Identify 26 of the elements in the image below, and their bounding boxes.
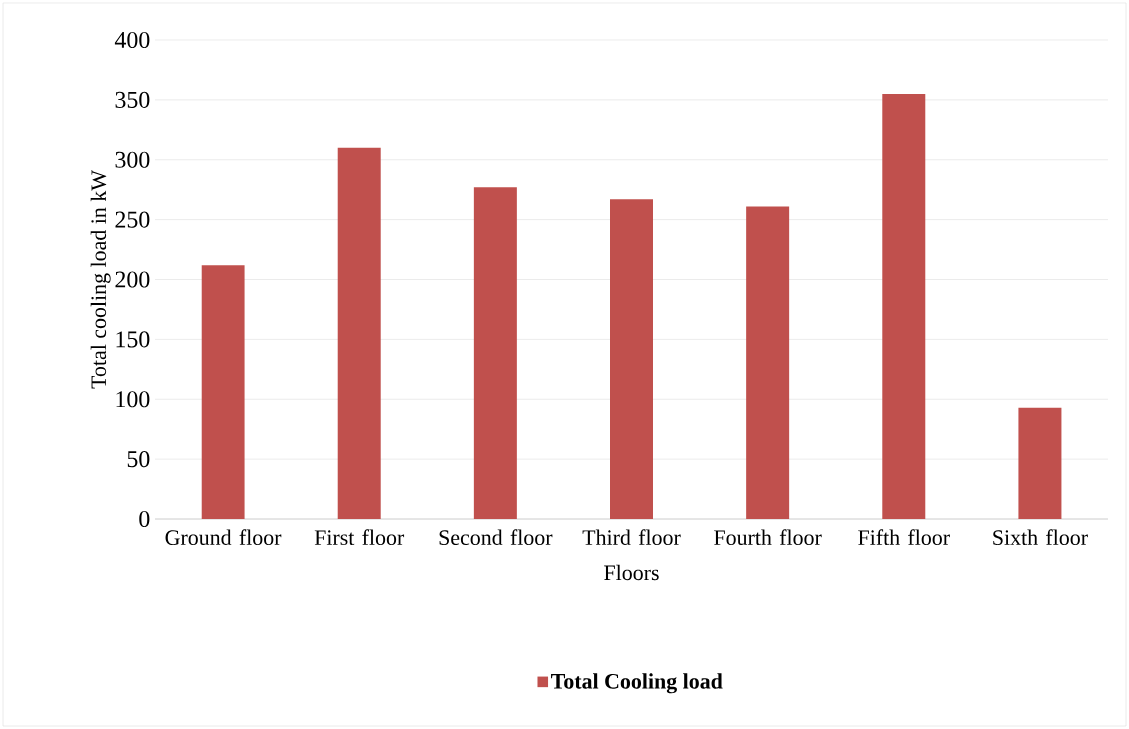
y-tick-label: 50: [127, 451, 150, 468]
bar: [473, 187, 517, 519]
bar: [610, 199, 653, 519]
y-axis-title: Total cooling load in kW: [90, 170, 111, 389]
x-tick-label: Second floor: [439, 529, 553, 545]
y-tick-label: 150: [116, 331, 150, 348]
bar: [1018, 407, 1062, 519]
x-tick-label: Third floor: [582, 529, 681, 545]
y-tick-label: 250: [115, 211, 150, 228]
bar: [882, 93, 926, 519]
y-tick-label: 100: [116, 391, 150, 408]
bar: [337, 147, 381, 519]
x-tick-label: Fourth floor: [714, 529, 822, 545]
y-tick-label: 350: [115, 91, 150, 108]
x-axis-title: Floors: [604, 564, 659, 581]
x-tick-label: Ground floor: [165, 529, 282, 545]
y-tick-label: 300: [115, 151, 150, 168]
legend-label: Total Cooling load: [551, 673, 723, 694]
bar: [201, 265, 245, 519]
y-tick-label: 200: [115, 271, 150, 288]
y-tick-label: 400: [114, 31, 150, 49]
x-tick-label: Sixth floor: [993, 529, 1088, 545]
bar: [746, 206, 790, 519]
x-tick-label: First floor: [314, 529, 405, 545]
y-tick-label: 0: [139, 510, 150, 528]
x-tick-label: Fifth floor: [858, 529, 950, 545]
